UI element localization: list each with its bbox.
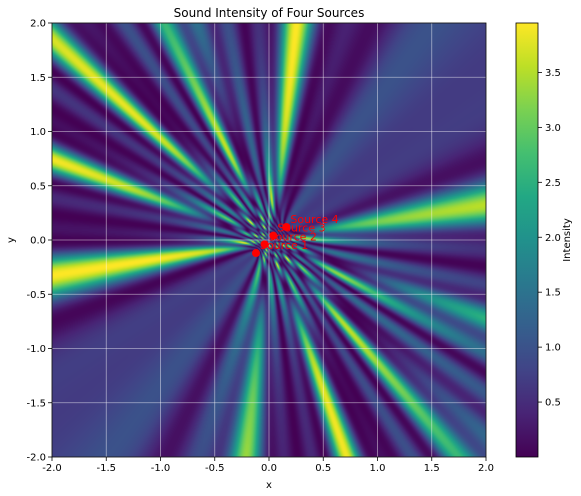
y-tick-label: 1.0 bbox=[30, 127, 46, 138]
x-tick-label: -0.5 bbox=[205, 463, 225, 474]
x-tick-label: 1.5 bbox=[424, 463, 440, 474]
colorbar-label: Intensity bbox=[562, 218, 573, 262]
y-tick-label: 0.5 bbox=[30, 181, 46, 192]
source-marker-2 bbox=[260, 240, 269, 249]
y-axis: -2.0 -1.5 -1.0 -0.5 0.0 0.5 1.0 1.5 2.0 bbox=[26, 19, 52, 464]
colorbar-tick-label: 2.5 bbox=[545, 178, 561, 189]
source-marker-3 bbox=[269, 231, 278, 240]
x-tick-label: -1.5 bbox=[96, 463, 116, 474]
x-tick-label: 0.0 bbox=[261, 463, 277, 474]
y-tick-label: -2.0 bbox=[26, 453, 46, 464]
x-tick-label: 0.5 bbox=[315, 463, 331, 474]
x-tick-label: 2.0 bbox=[478, 463, 494, 474]
source-marker-1 bbox=[251, 249, 260, 258]
grid bbox=[52, 23, 486, 457]
source-label-4: Source 4 bbox=[290, 213, 338, 226]
x-axis-label: x bbox=[266, 480, 272, 491]
colorbar-tick-label: 0.5 bbox=[545, 398, 561, 409]
y-tick-label: 1.5 bbox=[30, 73, 46, 84]
colorbar-tick-label: 3.0 bbox=[545, 123, 561, 134]
x-axis: -2.0 -1.5 -1.0 -0.5 0.0 0.5 1.0 1.5 2.0 bbox=[42, 457, 494, 474]
x-tick-label: -2.0 bbox=[42, 463, 62, 474]
chart-title: Sound Intensity of Four Sources bbox=[174, 6, 365, 20]
colorbar-tick-label: 2.0 bbox=[545, 233, 561, 244]
source-label-2: Source 2 bbox=[269, 230, 317, 243]
colorbar bbox=[515, 22, 539, 458]
colorbar-ticks: 0.5 1.0 1.5 2.0 2.5 3.0 3.5 bbox=[538, 68, 561, 409]
colorbar-tick-label: 1.5 bbox=[545, 288, 561, 299]
x-tick-label: -1.0 bbox=[151, 463, 171, 474]
y-tick-label: -0.5 bbox=[26, 290, 46, 301]
y-tick-label: -1.0 bbox=[26, 344, 46, 355]
source-label-1: Source 1 bbox=[260, 239, 308, 252]
colorbar-tick-label: 1.0 bbox=[545, 343, 561, 354]
y-tick-label: -1.5 bbox=[26, 398, 46, 409]
y-tick-label: 2.0 bbox=[30, 19, 46, 30]
source-marker-4 bbox=[282, 222, 291, 231]
y-axis-label: y bbox=[6, 237, 17, 243]
colorbar-tick-label: 3.5 bbox=[545, 68, 561, 79]
y-tick-label: 0.0 bbox=[30, 236, 46, 247]
x-tick-label: 1.0 bbox=[370, 463, 386, 474]
